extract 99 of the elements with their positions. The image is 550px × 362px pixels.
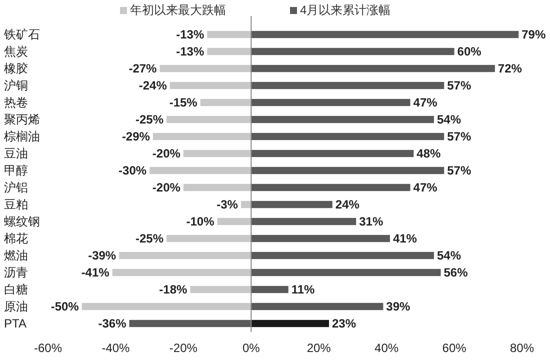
x-tick-label: -40%	[102, 341, 130, 355]
bar	[200, 98, 252, 106]
data-label: -20%	[152, 146, 181, 160]
y-tick-label: 棕榈油	[4, 130, 40, 144]
bar	[217, 218, 252, 226]
legend-label: 4月以来累计涨幅	[300, 3, 391, 17]
data-label: -10%	[186, 214, 215, 228]
y-tick-label: 沪铜	[4, 78, 28, 92]
y-tick-label: 豆油	[4, 146, 28, 160]
data-label: 72%	[498, 62, 522, 76]
y-tick-label: 沪铝	[4, 180, 28, 194]
legend-label: 年初以来最大跌幅	[130, 3, 226, 17]
data-label: -36%	[98, 316, 127, 330]
data-label: -15%	[169, 96, 198, 110]
data-label: -27%	[128, 62, 158, 76]
data-label: 57%	[447, 164, 472, 178]
bar	[150, 166, 252, 174]
y-tick-label: 聚丙烯	[4, 112, 40, 126]
data-label: -20%	[152, 180, 181, 194]
data-label: -13%	[176, 28, 204, 42]
bar	[160, 64, 252, 72]
data-label: 47%	[413, 180, 438, 194]
bar	[251, 268, 441, 276]
bar	[166, 234, 252, 242]
y-tick-label: 焦炭	[4, 44, 28, 58]
y-tick-label: 棉花	[4, 232, 28, 246]
x-tick-label: 20%	[306, 341, 332, 355]
data-label: 48%	[416, 146, 442, 160]
bar	[82, 302, 252, 310]
data-label: -39%	[88, 248, 116, 262]
bar	[112, 268, 252, 276]
y-tick-label: 燃油	[4, 248, 28, 262]
data-label: 41%	[392, 232, 418, 246]
data-label: 60%	[457, 44, 482, 58]
bar	[166, 116, 252, 124]
bar	[207, 30, 252, 38]
y-tick-label: 热卷	[4, 96, 28, 110]
data-label: 54%	[436, 112, 462, 126]
y-tick-label: 甲醇	[4, 164, 28, 178]
y-tick-label: 橡胶	[4, 62, 28, 76]
data-label: 11%	[291, 282, 316, 296]
bar	[190, 286, 252, 294]
data-label: 23%	[332, 316, 356, 330]
bar	[251, 234, 390, 242]
x-tick-label: -60%	[34, 341, 62, 355]
data-label: -30%	[118, 164, 147, 178]
data-label: 57%	[447, 130, 472, 144]
bar	[251, 132, 444, 140]
y-tick-label: 豆粕	[4, 198, 28, 212]
x-tick-label: 80%	[510, 341, 534, 355]
data-label: 31%	[359, 214, 384, 228]
data-label: 47%	[413, 96, 438, 110]
y-tick-label: 白糖	[4, 282, 28, 296]
bar	[251, 30, 519, 38]
data-label: 24%	[335, 198, 360, 212]
data-label: 79%	[522, 28, 546, 42]
data-label: 54%	[436, 248, 462, 262]
bar	[251, 98, 410, 106]
bar	[251, 64, 495, 72]
x-tick-label: 40%	[374, 341, 399, 355]
data-label: -24%	[138, 78, 168, 92]
bar	[152, 132, 252, 140]
data-label: -41%	[81, 266, 110, 280]
data-label: -3%	[216, 198, 238, 212]
data-label: -18%	[159, 282, 188, 296]
data-label: 56%	[444, 266, 468, 280]
bar	[119, 252, 252, 260]
data-label: -29%	[122, 130, 150, 144]
bar	[183, 184, 252, 192]
x-tick-label: -20%	[169, 341, 198, 355]
data-label: -13%	[176, 44, 204, 58]
bar	[170, 82, 252, 90]
data-label: -25%	[135, 232, 164, 246]
y-tick-label: PTA	[4, 316, 26, 330]
bar	[251, 82, 444, 90]
data-label: -25%	[135, 112, 164, 126]
x-tick-label: 0%	[242, 341, 260, 355]
bar	[251, 48, 454, 56]
bar	[251, 150, 414, 158]
x-tick-label: 60%	[442, 341, 467, 355]
y-tick-label: 原油	[4, 300, 28, 314]
bar	[251, 320, 330, 328]
bar	[240, 200, 252, 208]
bar	[251, 166, 444, 174]
data-label: 57%	[447, 78, 472, 92]
bar	[251, 116, 434, 124]
bar	[251, 218, 356, 226]
bar	[251, 200, 332, 208]
bar	[251, 184, 410, 192]
bar	[251, 252, 434, 260]
bar	[251, 286, 288, 294]
data-label: 39%	[386, 300, 411, 314]
bar	[251, 302, 384, 310]
y-tick-label: 沥青	[4, 266, 28, 280]
y-tick-label: 铁矿石	[3, 28, 40, 42]
y-tick-label: 螺纹钢	[4, 214, 40, 228]
bar	[207, 48, 252, 56]
data-label: -50%	[50, 300, 80, 314]
bar	[183, 150, 252, 158]
